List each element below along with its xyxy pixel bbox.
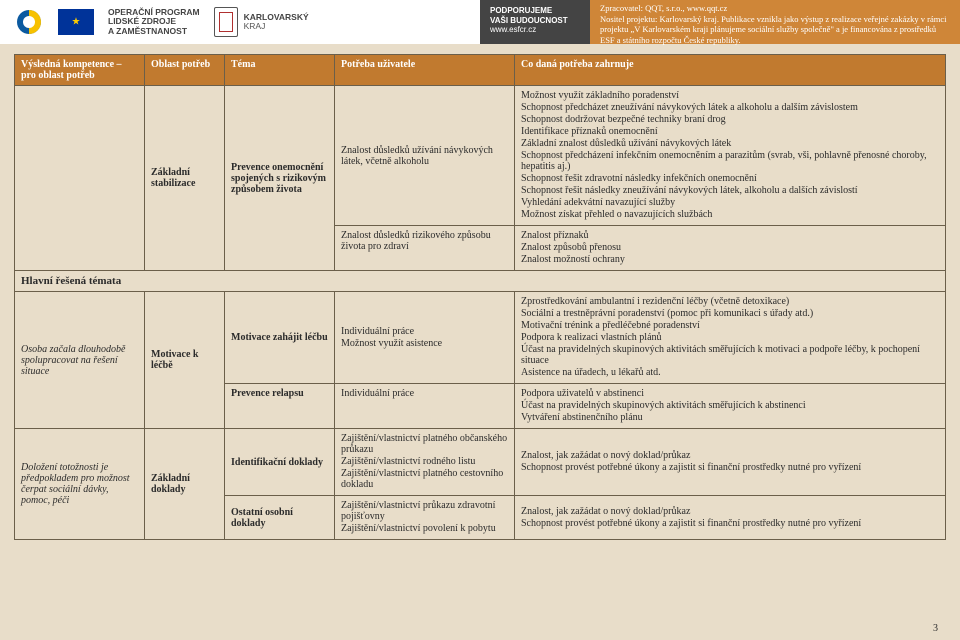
esf-logo-icon — [14, 7, 44, 37]
zah-3a-text: Znalost, jak zažádat o nový doklad/průka… — [521, 450, 939, 473]
page-number: 3 — [933, 623, 938, 634]
pod-line1: PODPORUJEME — [490, 6, 580, 16]
banner-right: Zpracovatel: QQT, s.r.o., www.qqt.cz Nos… — [590, 0, 960, 44]
cell-komp-empty — [15, 86, 145, 271]
table-row: Základní stabilizace Prevence onemocnění… — [15, 86, 946, 226]
cell-zah-2b: Podpora uživatelů v abstinenciÚčast na p… — [515, 384, 946, 429]
cell-zah-3b: Znalost, jak zažádat o nový doklad/průka… — [515, 496, 946, 540]
cell-tema-3b: Ostatní osobní doklady — [225, 496, 335, 540]
cell-oblast-3: Základní doklady — [145, 429, 225, 540]
banner-r2: Nositel projektu: Karlovarský kraj. Publ… — [600, 14, 950, 46]
cell-zah-1a: Možnost využít základního poradenstvíSch… — [515, 86, 946, 226]
eu-flag-icon — [58, 9, 94, 35]
cell-potreba-2b: Individuální práce — [335, 384, 515, 429]
zah-1b-text: Znalost příznakůZnalost způsobů přenosuZ… — [521, 230, 939, 265]
kk-block: KARLOVARSKÝ KRAJ — [214, 7, 309, 37]
pod-line2: VAŠI BUDOUCNOST — [490, 16, 580, 26]
cell-potreba-2a: Individuální práceMožnost využít asisten… — [335, 292, 515, 384]
op-program-text: OPERAČNÍ PROGRAM LIDSKÉ ZDROJE A ZAMĚSTN… — [108, 8, 200, 36]
podporujeme-block: PODPORUJEME VAŠI BUDOUCNOST www.esfcr.cz — [480, 0, 590, 44]
cell-tema-3a: Identifikační doklady — [225, 429, 335, 496]
section-heading-row: Hlavní řešená témata — [15, 271, 946, 292]
potreba-3b-text: Zajištění/vlastnictví průkazu zdravotní … — [341, 500, 508, 534]
cell-oblast-1: Základní stabilizace — [145, 86, 225, 271]
cell-tema-2b: Prevence relapsu — [225, 384, 335, 429]
cell-zah-1b: Znalost příznakůZnalost způsobů přenosuZ… — [515, 226, 946, 271]
kk-text: KARLOVARSKÝ KRAJ — [244, 13, 309, 32]
th-komp: Výsledná kompetence – pro oblast potřeb — [15, 55, 145, 86]
th-oblast: Oblast potřeb — [145, 55, 225, 86]
top-banner: OPERAČNÍ PROGRAM LIDSKÉ ZDROJE A ZAMĚSTN… — [0, 0, 960, 44]
cell-potreba-3a: Zajištění/vlastnictví platného občanskéh… — [335, 429, 515, 496]
th-tema: Téma — [225, 55, 335, 86]
cell-zah-3a: Znalost, jak zažádat o nový doklad/průka… — [515, 429, 946, 496]
cell-komp-2: Osoba začala dlouhodobě spolupracovat na… — [15, 292, 145, 429]
cell-oblast-2: Motivace k léčbě — [145, 292, 225, 429]
table-row: Doložení totožnosti je předpokladem pro … — [15, 429, 946, 496]
table-header-row: Výsledná kompetence – pro oblast potřeb … — [15, 55, 946, 86]
cell-potreba-1b: Znalost důsledků rizikového způsobu živo… — [335, 226, 515, 271]
cell-tema-2a: Motivace zahájit léčbu — [225, 292, 335, 384]
potreba-3a-text: Zajištění/vlastnictví platného občanskéh… — [341, 433, 508, 490]
kk-emblem-icon — [214, 7, 238, 37]
zah-1a-text: Možnost využít základního poradenstvíSch… — [521, 90, 939, 220]
th-potreba: Potřeba uživatele — [335, 55, 515, 86]
competency-table: Výsledná kompetence – pro oblast potřeb … — [14, 54, 946, 540]
cell-tema-1: Prevence onemocnění spojených s rizikový… — [225, 86, 335, 271]
th-zahrnuje: Co daná potřeba zahrnuje — [515, 55, 946, 86]
zah-2b-text: Podpora uživatelů v abstinenciÚčast na p… — [521, 388, 939, 423]
zah-3b-text: Znalost, jak zažádat o nový doklad/průka… — [521, 506, 939, 529]
cell-zah-2a: Zprostředkování ambulantní i rezidenční … — [515, 292, 946, 384]
page-body: Výsledná kompetence – pro oblast potřeb … — [0, 44, 960, 540]
table-row: Osoba začala dlouhodobě spolupracovat na… — [15, 292, 946, 384]
pod-line3: www.esfcr.cz — [490, 25, 580, 35]
banner-left: OPERAČNÍ PROGRAM LIDSKÉ ZDROJE A ZAMĚSTN… — [0, 0, 480, 44]
kk-line2: KRAJ — [244, 22, 309, 31]
op-line3: A ZAMĚSTNANOST — [108, 27, 200, 36]
section-title: Hlavní řešená témata — [15, 271, 946, 292]
potreba-2a-text: Individuální práceMožnost využít asisten… — [341, 326, 508, 349]
zah-2a-text: Zprostředkování ambulantní i rezidenční … — [521, 296, 939, 378]
cell-potreba-3b: Zajištění/vlastnictví průkazu zdravotní … — [335, 496, 515, 540]
cell-komp-3: Doložení totožnosti je předpokladem pro … — [15, 429, 145, 540]
cell-potreba-1a: Znalost důsledků užívání návykových láte… — [335, 86, 515, 226]
banner-r1: Zpracovatel: QQT, s.r.o., www.qqt.cz — [600, 3, 950, 14]
